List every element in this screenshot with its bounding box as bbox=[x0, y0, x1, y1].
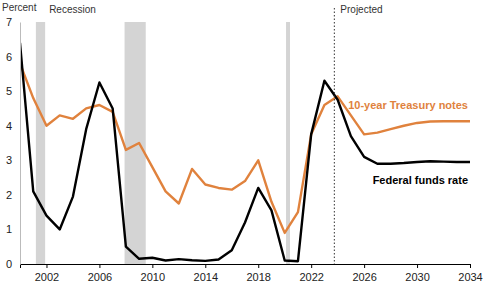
x-tick: 2018 bbox=[246, 264, 270, 283]
x-tick: 2014 bbox=[194, 264, 218, 283]
y-axis: 0 1 2 3 4 5 6 7 bbox=[6, 16, 21, 270]
y-tick: 1 bbox=[6, 223, 20, 235]
y-tick: 6 bbox=[6, 51, 20, 63]
x-tick-label: 2014 bbox=[194, 271, 218, 283]
y-tick-label: 6 bbox=[6, 51, 12, 63]
x-tick-label: 2026 bbox=[352, 271, 376, 283]
y-tick-label: 5 bbox=[6, 85, 12, 97]
x-tick-label: 2034 bbox=[458, 271, 482, 283]
series-label: Federal funds rate bbox=[373, 174, 468, 186]
y-tick-label: 7 bbox=[6, 16, 12, 28]
x-tick: 2026 bbox=[352, 264, 376, 283]
x-tick: 2030 bbox=[405, 264, 429, 283]
y-tick: 3 bbox=[6, 154, 20, 166]
x-tick: 2006 bbox=[88, 264, 112, 283]
x-tick-label: 2010 bbox=[141, 271, 165, 283]
y-axis-line bbox=[20, 23, 21, 265]
recession-band bbox=[125, 22, 146, 264]
x-axis: 2002 2006 2010 2014 2018 2022 2026 2030 2034 bbox=[21, 264, 483, 283]
y-axis-title: Percent bbox=[2, 2, 37, 13]
y-tick-label: 2 bbox=[6, 189, 12, 201]
series-line bbox=[20, 43, 470, 261]
series-line bbox=[20, 63, 470, 232]
series-label: 10-year Treasury notes bbox=[348, 99, 468, 111]
x-tick: 2034 bbox=[458, 264, 482, 283]
x-tick-mark bbox=[152, 264, 153, 268]
x-tick-label: 2022 bbox=[299, 271, 323, 283]
recession-band bbox=[36, 22, 45, 264]
x-tick: 2010 bbox=[141, 264, 165, 283]
x-tick-label: 2006 bbox=[88, 271, 112, 283]
y-tick: 5 bbox=[6, 85, 20, 97]
y-tick: 0 bbox=[6, 258, 20, 270]
y-tick-label: 3 bbox=[6, 154, 12, 166]
x-tick-mark bbox=[417, 264, 418, 268]
plot: 2002 2006 2010 2014 2018 2022 2026 2030 2034 0 1 2 3… bbox=[6, 8, 483, 283]
x-tick-label: 2030 bbox=[405, 271, 429, 283]
projection-line bbox=[334, 8, 335, 264]
x-tick-mark bbox=[46, 264, 47, 268]
x-tick-mark bbox=[470, 264, 471, 268]
x-tick-label: 2018 bbox=[246, 271, 270, 283]
y-tick: 2 bbox=[6, 189, 20, 201]
chart-svg: 2002 2006 2010 2014 2018 2022 2026 2030 2034 0 1 2 3… bbox=[0, 0, 486, 296]
plot-area bbox=[20, 22, 470, 264]
y-tick-label: 4 bbox=[6, 120, 12, 132]
y-tick-label: 1 bbox=[6, 223, 12, 235]
x-tick-mark bbox=[99, 264, 100, 268]
x-tick-mark bbox=[258, 264, 259, 268]
chart-container: 2002 2006 2010 2014 2018 2022 2026 2030 2034 0 1 2 3… bbox=[0, 0, 486, 296]
x-axis-line bbox=[21, 265, 471, 269]
y-tick: 7 bbox=[6, 16, 20, 28]
x-tick-mark bbox=[364, 264, 365, 268]
y-tick-label: 0 bbox=[6, 258, 12, 270]
x-tick-mark bbox=[311, 264, 312, 268]
x-tick-mark bbox=[205, 264, 206, 268]
recession-label: Recession bbox=[49, 4, 96, 15]
projection-label: Projected bbox=[340, 4, 382, 15]
x-tick: 2002 bbox=[35, 264, 59, 283]
x-tick: 2022 bbox=[299, 264, 323, 283]
x-tick-label: 2002 bbox=[35, 271, 59, 283]
y-tick: 4 bbox=[6, 120, 20, 132]
